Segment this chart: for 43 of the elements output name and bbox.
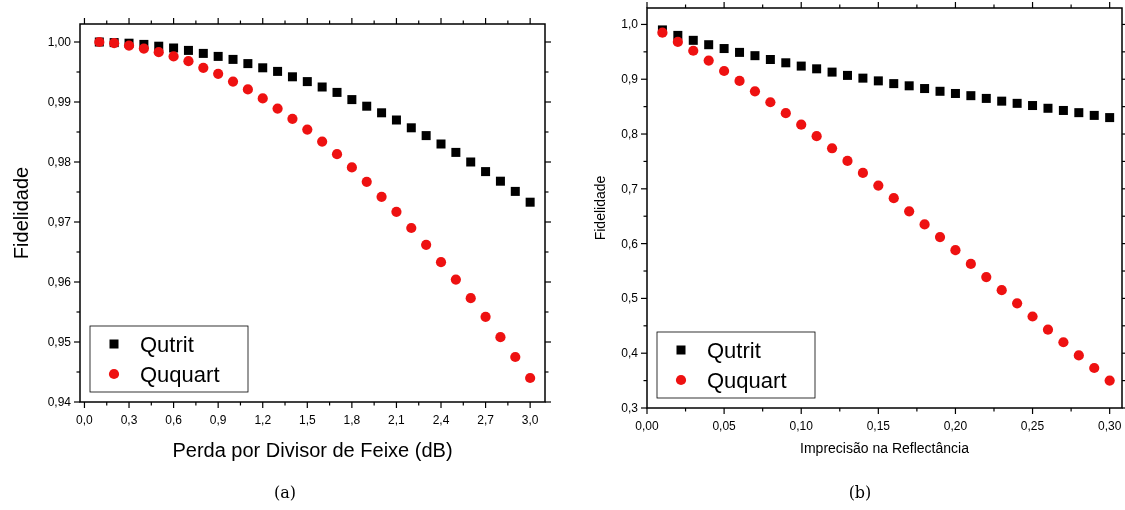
y-tick-label: 0,94	[47, 395, 72, 409]
y-tick-label: 0,4	[621, 346, 639, 361]
y-tick-label: 1,0	[621, 17, 639, 32]
y-tick-label: 0,99	[47, 95, 72, 109]
y-tick-label: 0,8	[621, 127, 639, 142]
y-tick-label: 0,3	[621, 401, 639, 415]
x-tick-label: 0,0	[76, 413, 94, 427]
x-tick-label: 3,0	[521, 413, 539, 427]
text: (a)	[273, 483, 297, 502]
y-tick-label: 0,6	[621, 236, 639, 251]
legend-label: Qutrit	[140, 332, 194, 357]
y-tick-label: 0,96	[47, 275, 72, 289]
x-tick-label: 1,8	[343, 413, 361, 427]
x-tick-label: 0,3	[120, 413, 138, 427]
legend-label: Ququart	[707, 368, 787, 393]
legend-label: Qutrit	[707, 338, 761, 363]
x-tick-label: 1,2	[254, 413, 272, 427]
text: (b)	[848, 483, 872, 502]
y-tick-label: 0,97	[47, 215, 72, 229]
y-tick-label: 0,95	[47, 335, 72, 349]
y-axis-title: Fidelidade	[592, 175, 608, 241]
x-tick-label: 0,25	[1020, 419, 1045, 433]
y-axis-title: Fidelidade	[10, 166, 32, 260]
x-tick-label: 0,6	[165, 413, 183, 427]
y-tick-label: 0,7	[621, 181, 639, 196]
x-tick-label: 2,4	[432, 413, 450, 427]
y-tick-label: 0,9	[621, 72, 639, 87]
x-tick-label: 0,9	[209, 413, 227, 427]
x-tick-label: 0,05	[712, 419, 737, 433]
x-tick-label: 0,15	[866, 419, 891, 433]
x-tick-label: 0,20	[943, 419, 968, 433]
y-tick-label: 0,5	[621, 291, 639, 306]
legend-label: Ququart	[140, 362, 220, 387]
x-tick-label: 0,00	[635, 419, 659, 433]
x-tick-label: 0,10	[789, 419, 814, 433]
y-tick-label: 1,00	[47, 35, 72, 49]
x-tick-label: 2,7	[477, 413, 495, 427]
x-tick-label: 1,5	[298, 413, 316, 427]
x-axis-title: Imprecisão na Reflectância	[800, 440, 970, 456]
x-tick-label: 2,1	[388, 413, 406, 427]
x-tick-label: 0,30	[1097, 419, 1122, 433]
y-tick-label: 0,98	[47, 155, 72, 169]
x-axis-title: Perda por Divisor de Feixe (dB)	[172, 439, 453, 461]
